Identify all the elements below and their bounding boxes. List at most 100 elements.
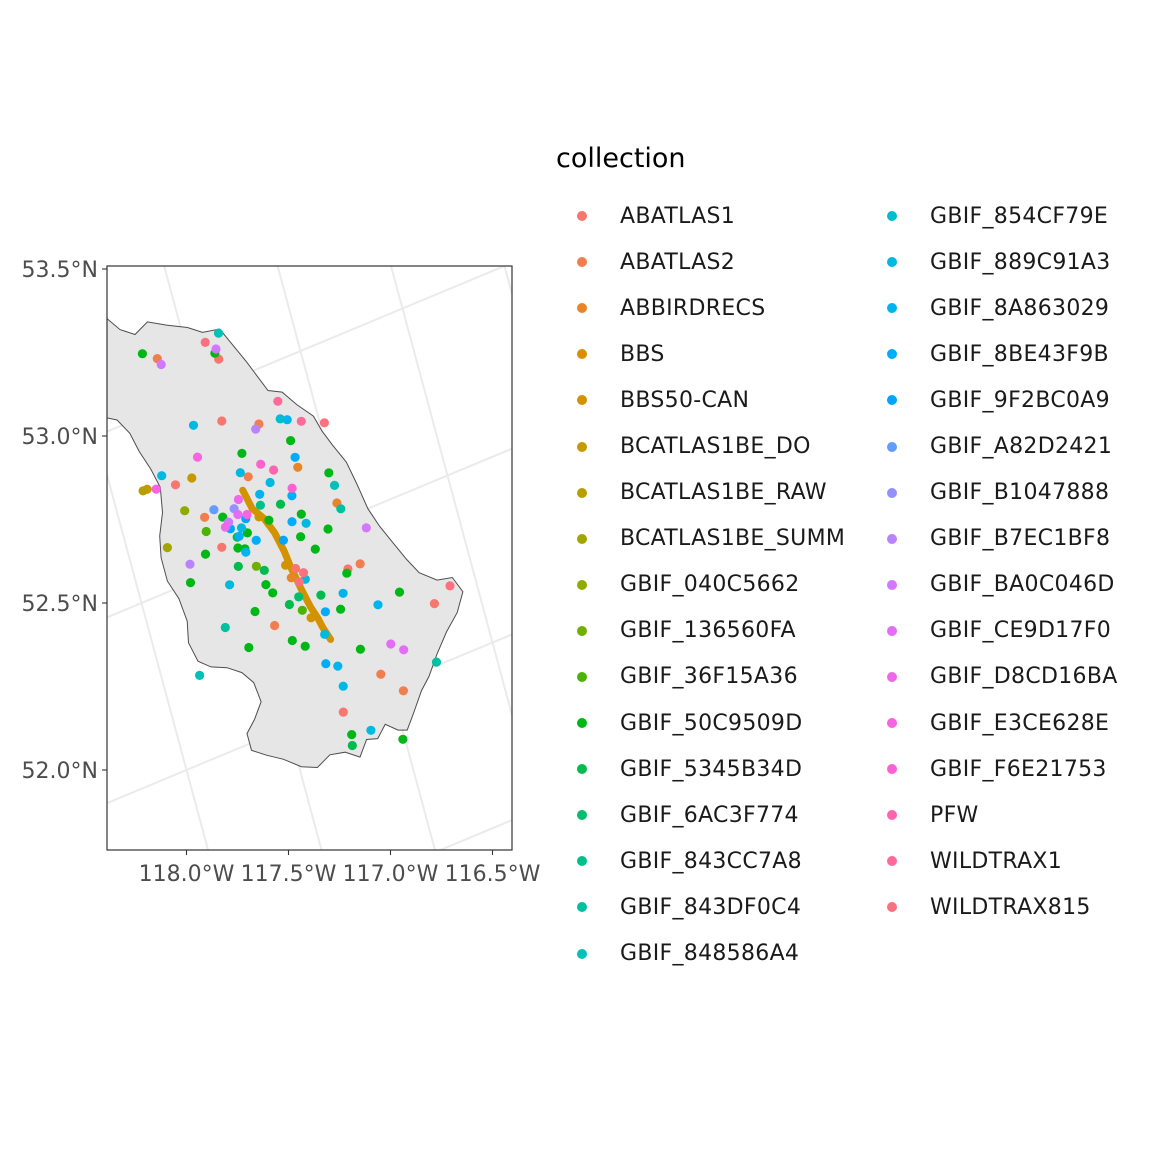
data-point bbox=[225, 580, 235, 590]
legend-key bbox=[870, 659, 910, 695]
legend-item: PFW bbox=[870, 792, 1118, 838]
legend-item: GBIF_F6E21753 bbox=[870, 746, 1118, 792]
legend-dot-icon bbox=[577, 487, 587, 498]
legend-item: GBIF_36F15A36 bbox=[560, 654, 845, 700]
legend-item: GBIF_E3CE628E bbox=[870, 700, 1118, 746]
legend-key bbox=[560, 843, 600, 879]
data-point bbox=[217, 542, 227, 552]
data-point bbox=[286, 573, 296, 583]
legend-item: GBIF_8BE43F9B bbox=[870, 331, 1118, 377]
legend-key bbox=[870, 244, 910, 280]
legend-item: GBIF_9F2BC0A9 bbox=[870, 377, 1118, 423]
data-point bbox=[241, 547, 251, 557]
legend-dot-icon bbox=[577, 303, 587, 314]
legend-label: GBIF_BA0C046D bbox=[930, 572, 1115, 598]
legend-key bbox=[560, 705, 600, 741]
legend-item: GBIF_A82D2421 bbox=[870, 423, 1118, 469]
legend-dot-icon bbox=[577, 948, 587, 959]
legend-label: BCATLAS1BE_DO bbox=[620, 434, 811, 460]
map-plot-area bbox=[74, 265, 513, 851]
legend-dot-icon bbox=[887, 533, 897, 544]
legend-column-1: ABATLAS1 ABATLAS2 ABBIRDRECS BBS BBS50-CAN BC… bbox=[560, 193, 845, 977]
data-point bbox=[187, 473, 197, 483]
data-point bbox=[244, 642, 254, 653]
legend-item: GBIF_B1047888 bbox=[870, 470, 1118, 516]
legend-item: GBIF_889C91A3 bbox=[870, 239, 1118, 285]
legend-item: GBIF_CE9D17F0 bbox=[870, 608, 1118, 654]
data-point bbox=[269, 465, 279, 475]
data-point bbox=[256, 459, 266, 469]
legend-item: ABBIRDRECS bbox=[560, 285, 845, 331]
legend-label: ABATLAS1 bbox=[620, 203, 736, 229]
legend-dot-icon bbox=[887, 718, 897, 729]
y-tick-label: 53.5°N bbox=[22, 258, 98, 283]
data-point bbox=[361, 523, 371, 533]
legend-item: GBIF_B7EC1BF8 bbox=[870, 516, 1118, 562]
data-point bbox=[301, 518, 311, 528]
legend-label: ABATLAS2 bbox=[620, 249, 736, 275]
data-point bbox=[366, 725, 376, 735]
data-point bbox=[255, 500, 265, 510]
data-point bbox=[233, 509, 243, 520]
legend-key bbox=[870, 751, 910, 787]
legend-item: BCATLAS1BE_DO bbox=[560, 423, 845, 469]
legend-dot-icon bbox=[577, 902, 587, 913]
data-point bbox=[429, 599, 439, 609]
data-point bbox=[323, 524, 333, 534]
legend-label: GBIF_843CC7A8 bbox=[620, 848, 802, 874]
data-point bbox=[278, 535, 288, 545]
legend-key bbox=[870, 567, 910, 603]
legend-dot-icon bbox=[887, 441, 897, 452]
data-point bbox=[296, 532, 306, 542]
data-point bbox=[282, 415, 292, 425]
observation-points bbox=[74, 328, 455, 751]
legend-item: GBIF_854CF79E bbox=[870, 193, 1118, 239]
legend-key bbox=[870, 290, 910, 326]
legend-dot-icon bbox=[887, 211, 897, 222]
legend-item: GBIF_040C5662 bbox=[560, 562, 845, 608]
data-point bbox=[157, 471, 167, 481]
data-point bbox=[338, 681, 348, 691]
legend-item: WILDTRAX815 bbox=[870, 884, 1118, 930]
legend-dot-icon bbox=[887, 349, 897, 360]
legend-dot-icon bbox=[577, 764, 587, 775]
data-point bbox=[293, 462, 303, 472]
legend-item: ABATLAS2 bbox=[560, 239, 845, 285]
data-point bbox=[445, 581, 455, 591]
data-point bbox=[336, 604, 346, 614]
data-point bbox=[376, 669, 386, 679]
data-point bbox=[259, 565, 269, 576]
x-tick-label: 116.5°W bbox=[445, 862, 541, 887]
legend-item: GBIF_D8CD16BA bbox=[870, 654, 1118, 700]
legend-item: WILDTRAX1 bbox=[870, 838, 1118, 884]
data-point bbox=[180, 506, 190, 516]
legend-label: BCATLAS1BE_SUMM bbox=[620, 526, 846, 552]
legend-item: GBIF_843DF0C4 bbox=[560, 884, 845, 930]
meridian-line bbox=[107, 471, 210, 850]
data-point bbox=[394, 587, 405, 597]
data-point bbox=[209, 505, 219, 515]
data-point bbox=[310, 544, 320, 554]
legend-key bbox=[560, 244, 600, 280]
data-point bbox=[296, 416, 306, 426]
data-point bbox=[185, 578, 196, 588]
legend-dot-icon bbox=[887, 810, 897, 821]
data-point bbox=[398, 686, 408, 696]
legend-dot-icon bbox=[887, 257, 897, 268]
legend-title: collection bbox=[556, 143, 686, 174]
data-point bbox=[213, 328, 224, 338]
data-point bbox=[281, 560, 291, 570]
legend-item: BCATLAS1BE_RAW bbox=[560, 470, 845, 516]
data-point bbox=[275, 499, 286, 509]
y-tick-label: 53.0°N bbox=[22, 425, 98, 450]
legend-column-2: GBIF_854CF79E GBIF_889C91A3 GBIF_8A863029 G… bbox=[870, 193, 1118, 931]
data-point bbox=[200, 337, 210, 347]
data-point bbox=[287, 483, 297, 493]
data-point bbox=[338, 588, 348, 598]
data-point bbox=[200, 512, 210, 522]
data-point bbox=[329, 480, 340, 490]
legend-dot-icon bbox=[577, 441, 587, 452]
data-point bbox=[74, 406, 83, 415]
legend-dot-icon bbox=[577, 349, 587, 360]
